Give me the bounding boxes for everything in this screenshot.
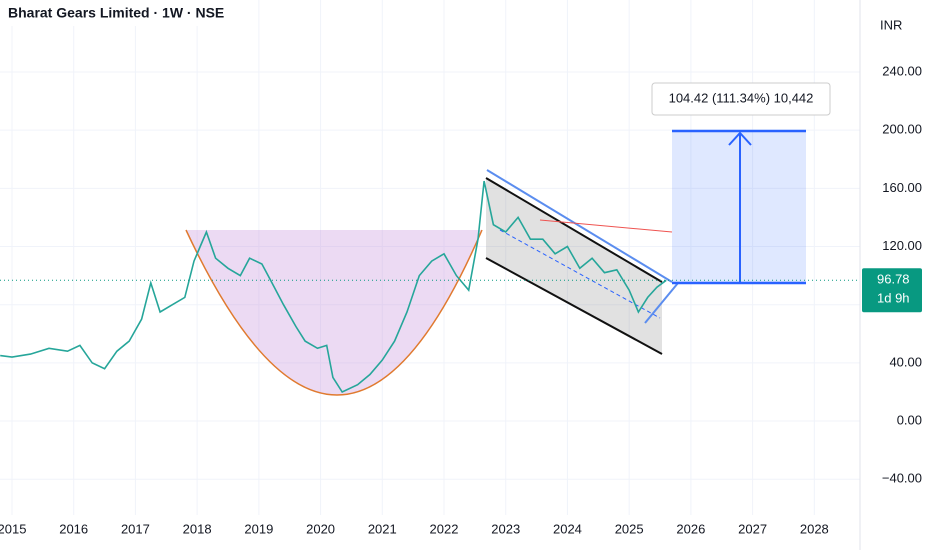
y-tick-label: 160.00 (882, 180, 922, 195)
last-price-label: 96.78 (877, 272, 910, 287)
cup-curve (185, 229, 483, 396)
grid (0, 0, 860, 515)
x-tick-label: 2020 (306, 521, 335, 536)
x-tick-label: 2019 (244, 521, 273, 536)
annotation-box (651, 82, 831, 116)
x-tick-label: 2021 (368, 521, 397, 536)
y-tick-label: −40.00 (882, 471, 922, 486)
x-tick-label: 2027 (738, 521, 767, 536)
annotation: 104.42 (111.34%) 10,442 (669, 90, 814, 105)
x-tick-label: 2025 (615, 521, 644, 536)
cup-area (186, 230, 482, 395)
countdown: 1d 9h (877, 291, 910, 306)
price-badge (862, 268, 922, 313)
price-line (0, 180, 667, 394)
channel-mid (499, 229, 661, 319)
x-tick-label: 2028 (800, 521, 829, 536)
x-tick-label: 2024 (553, 521, 582, 536)
y-tick-label: 0.00 (897, 412, 922, 427)
x-tick-label: 2023 (491, 521, 520, 536)
marks (0, 180, 860, 394)
arrow-head (728, 131, 752, 146)
y-tick-label: 120.00 (882, 238, 922, 253)
x-tick-label: 2018 (183, 521, 212, 536)
x-tick-label: 2016 (59, 521, 88, 536)
resistance-line (539, 219, 673, 233)
channel-bottom (485, 257, 663, 355)
channel-area (486, 178, 662, 354)
chart-title: Bharat Gears Limited · 1W · NSE (8, 5, 224, 21)
currency: INR (880, 17, 902, 32)
title-bg (0, 0, 240, 26)
x-tick-label: 2017 (121, 521, 150, 536)
trend-line (644, 282, 679, 324)
x-tick-label: 2026 (676, 521, 705, 536)
trend-line (486, 169, 673, 283)
x-tick-label: 2022 (430, 521, 459, 536)
y-tick-label: 240.00 (882, 63, 922, 78)
channel-top (485, 177, 663, 283)
y-tick-label: 200.00 (882, 122, 922, 137)
x-tick-label: 2015 (0, 521, 26, 536)
y-tick-label: 40.00 (889, 354, 922, 369)
